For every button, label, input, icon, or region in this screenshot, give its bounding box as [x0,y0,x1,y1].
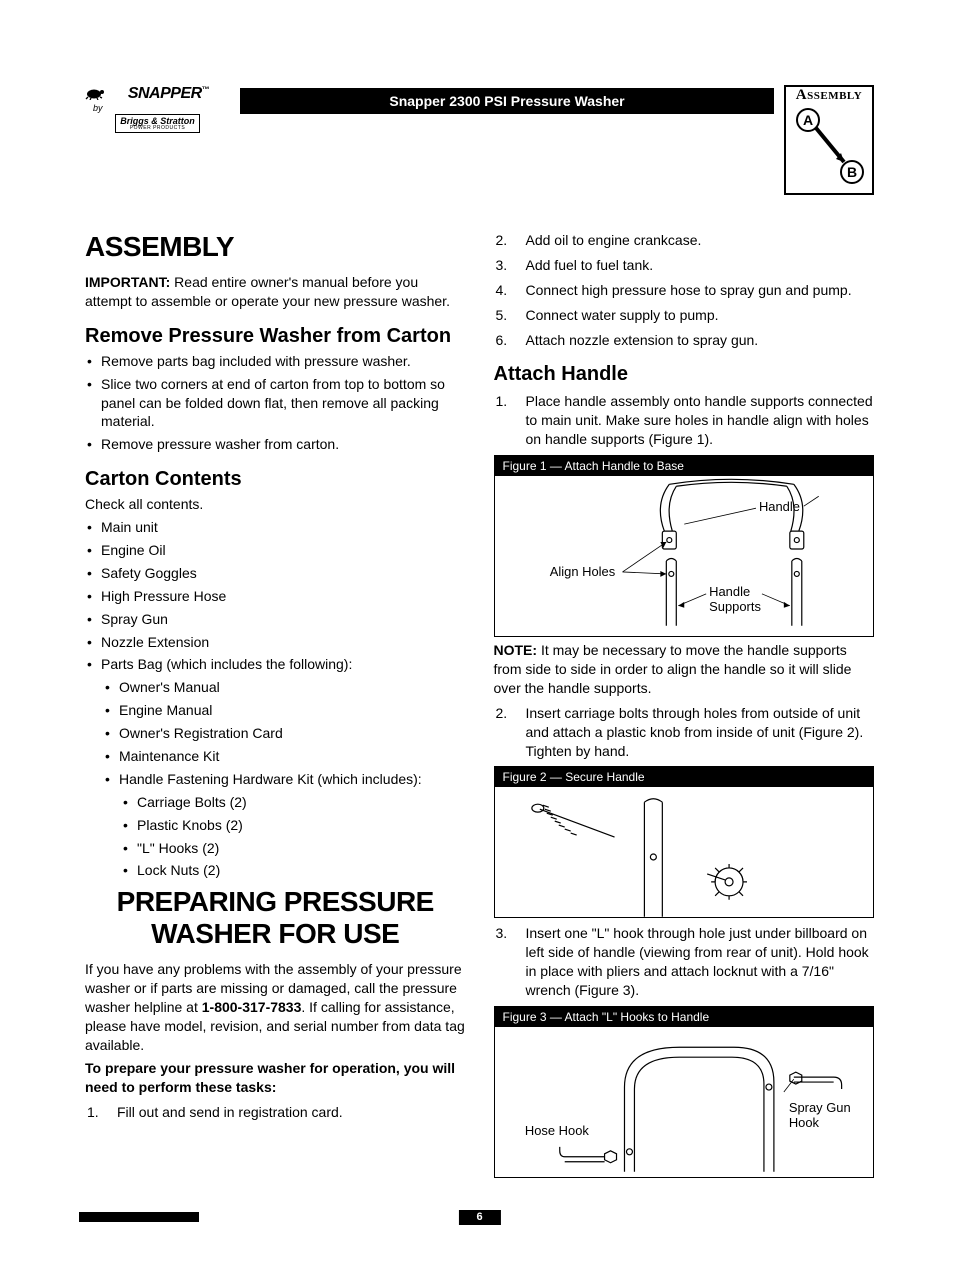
list-item: Spray Gun [85,610,466,629]
list-item: Remove parts bag included with pressure … [85,352,466,371]
columns: ASSEMBLY IMPORTANT: Read entire owner's … [85,225,874,1182]
prepare-steps: Fill out and send in registration card. [85,1103,466,1122]
title-bar: Snapper 2300 PSI Pressure Washer [240,88,774,114]
figure-3-svg: Hose Hook Spray Gun Hook [495,1027,874,1177]
list-item: Main unit [85,518,466,537]
figure-1-caption: Figure 1 — Attach Handle to Base [495,456,874,476]
page-number: 6 [458,1210,500,1225]
figure-3-caption: Figure 3 — Attach "L" Hooks to Handle [495,1007,874,1027]
prepare-paragraph: If you have any problems with the assemb… [85,960,466,1054]
assembly-icon: Assembly A B [784,85,874,195]
list-item: Fill out and send in registration card. [85,1103,466,1122]
contents-intro: Check all contents. [85,495,466,514]
page: SNAPPER™ by Briggs & Stratton POWER PROD… [0,0,954,1280]
list-item: Add oil to engine crankcase. [494,231,875,250]
list-item: Parts Bag (which includes the following)… [85,655,466,674]
list-item: Lock Nuts (2) [85,861,466,880]
figure-2-svg [495,787,874,917]
heading-preparing: PREPARING PRESSURE WASHER FOR USE [85,886,466,950]
list-item: Connect high pressure hose to spray gun … [494,281,875,300]
list-item: Maintenance Kit [85,747,466,766]
prepare-phone: 1-800-317-7833 [202,999,302,1015]
list-item: Carriage Bolts (2) [85,793,466,812]
list-item: Engine Oil [85,541,466,560]
footer: 6 [85,1212,874,1230]
list-item: High Pressure Hose [85,587,466,606]
important-paragraph: IMPORTANT: Read entire owner's manual be… [85,273,466,311]
fig3-hose-label: Hose Hook [524,1123,589,1138]
list-item: Add fuel to fuel tank. [494,256,875,275]
brand-tm: ™ [202,85,210,94]
hwkit-list: Carriage Bolts (2) Plastic Knobs (2) "L"… [85,793,466,881]
fig1-supports-label: HandleSupports [709,584,761,614]
heading-assembly: ASSEMBLY [85,231,466,263]
right-column: Add oil to engine crankcase. Add fuel to… [494,225,875,1182]
list-item: Nozzle Extension [85,633,466,652]
attach-steps-2: Insert carriage bolts through holes from… [494,704,875,761]
assembly-a: A [803,112,813,128]
heading-contents: Carton Contents [85,468,466,491]
list-item: Remove pressure washer from carton. [85,435,466,454]
heading-attach: Attach Handle [494,363,875,386]
prepare-steps-cont: Add oil to engine crankcase. Add fuel to… [494,231,875,349]
attach-steps-3: Insert one "L" hook through hole just un… [494,924,875,1000]
list-item: Handle Fastening Hardware Kit (which inc… [85,770,466,789]
figure-3-art: Hose Hook Spray Gun Hook [495,1027,874,1177]
list-item: Connect water supply to pump. [494,306,875,325]
figure-2: Figure 2 — Secure Handle [494,766,875,918]
brand-sub: Briggs & Stratton POWER PRODUCTS [115,114,200,133]
list-item: Slice two corners at end of carton from … [85,375,466,432]
figure-2-caption: Figure 2 — Secure Handle [495,767,874,787]
figure-2-art [495,787,874,917]
assembly-diagram-icon: A B [786,104,872,194]
list-item: Owner's Manual [85,678,466,697]
list-item: Attach nozzle extension to spray gun. [494,331,875,350]
brand-by: by [85,103,230,113]
brand-block: SNAPPER™ by Briggs & Stratton POWER PROD… [85,85,230,133]
note-label: NOTE: [494,642,538,658]
heading-remove-text: Remove Pressure Washer from Carton [85,325,451,347]
list-item: Insert carriage bolts through holes from… [494,704,875,761]
brand-sub2-text: POWER PRODUCTS [120,126,195,131]
figure-1: Figure 1 — Attach Handle to Base [494,455,875,637]
assembly-b: B [847,164,857,180]
fig3-spray-label: Spray Gun Hook [788,1100,853,1130]
list-item: Engine Manual [85,701,466,720]
important-label: IMPORTANT: [85,274,170,290]
prepare-bold: To prepare your pressure washer for oper… [85,1059,466,1097]
turtle-icon [85,86,105,100]
assembly-label: Assembly [786,87,872,104]
contents-list: Main unit Engine Oil Safety Goggles High… [85,518,466,674]
heading-remove: Remove Pressure Washer from Carton [85,325,466,348]
prepare-bold-text: To prepare your pressure washer for oper… [85,1060,455,1095]
note-text: It may be necessary to move the handle s… [494,642,852,696]
remove-list: Remove parts bag included with pressure … [85,352,466,454]
list-item: "L" Hooks (2) [85,839,466,858]
fig1-align-label: Align Holes [549,564,614,579]
parts-bag-list: Owner's Manual Engine Manual Owner's Reg… [85,678,466,788]
fig1-handle-label: Handle [758,499,799,514]
list-item: Plastic Knobs (2) [85,816,466,835]
footer-bar-icon [79,1212,199,1222]
left-column: ASSEMBLY IMPORTANT: Read entire owner's … [85,225,466,1182]
figure-1-svg: Handle Align Holes HandleSupports [495,476,874,636]
list-item: Safety Goggles [85,564,466,583]
list-item: Owner's Registration Card [85,724,466,743]
note-paragraph: NOTE: It may be necessary to move the ha… [494,641,875,698]
figure-3: Figure 3 — Attach "L" Hooks to Handle [494,1006,875,1178]
brand-main-text: SNAPPER [128,85,202,102]
figure-1-art: Handle Align Holes HandleSupports [495,476,874,636]
list-item: Place handle assembly onto handle suppor… [494,392,875,449]
list-item: Insert one "L" hook through hole just un… [494,924,875,1000]
brand-logo: SNAPPER™ [85,85,230,103]
header: SNAPPER™ by Briggs & Stratton POWER PROD… [85,85,874,195]
attach-steps: Place handle assembly onto handle suppor… [494,392,875,449]
